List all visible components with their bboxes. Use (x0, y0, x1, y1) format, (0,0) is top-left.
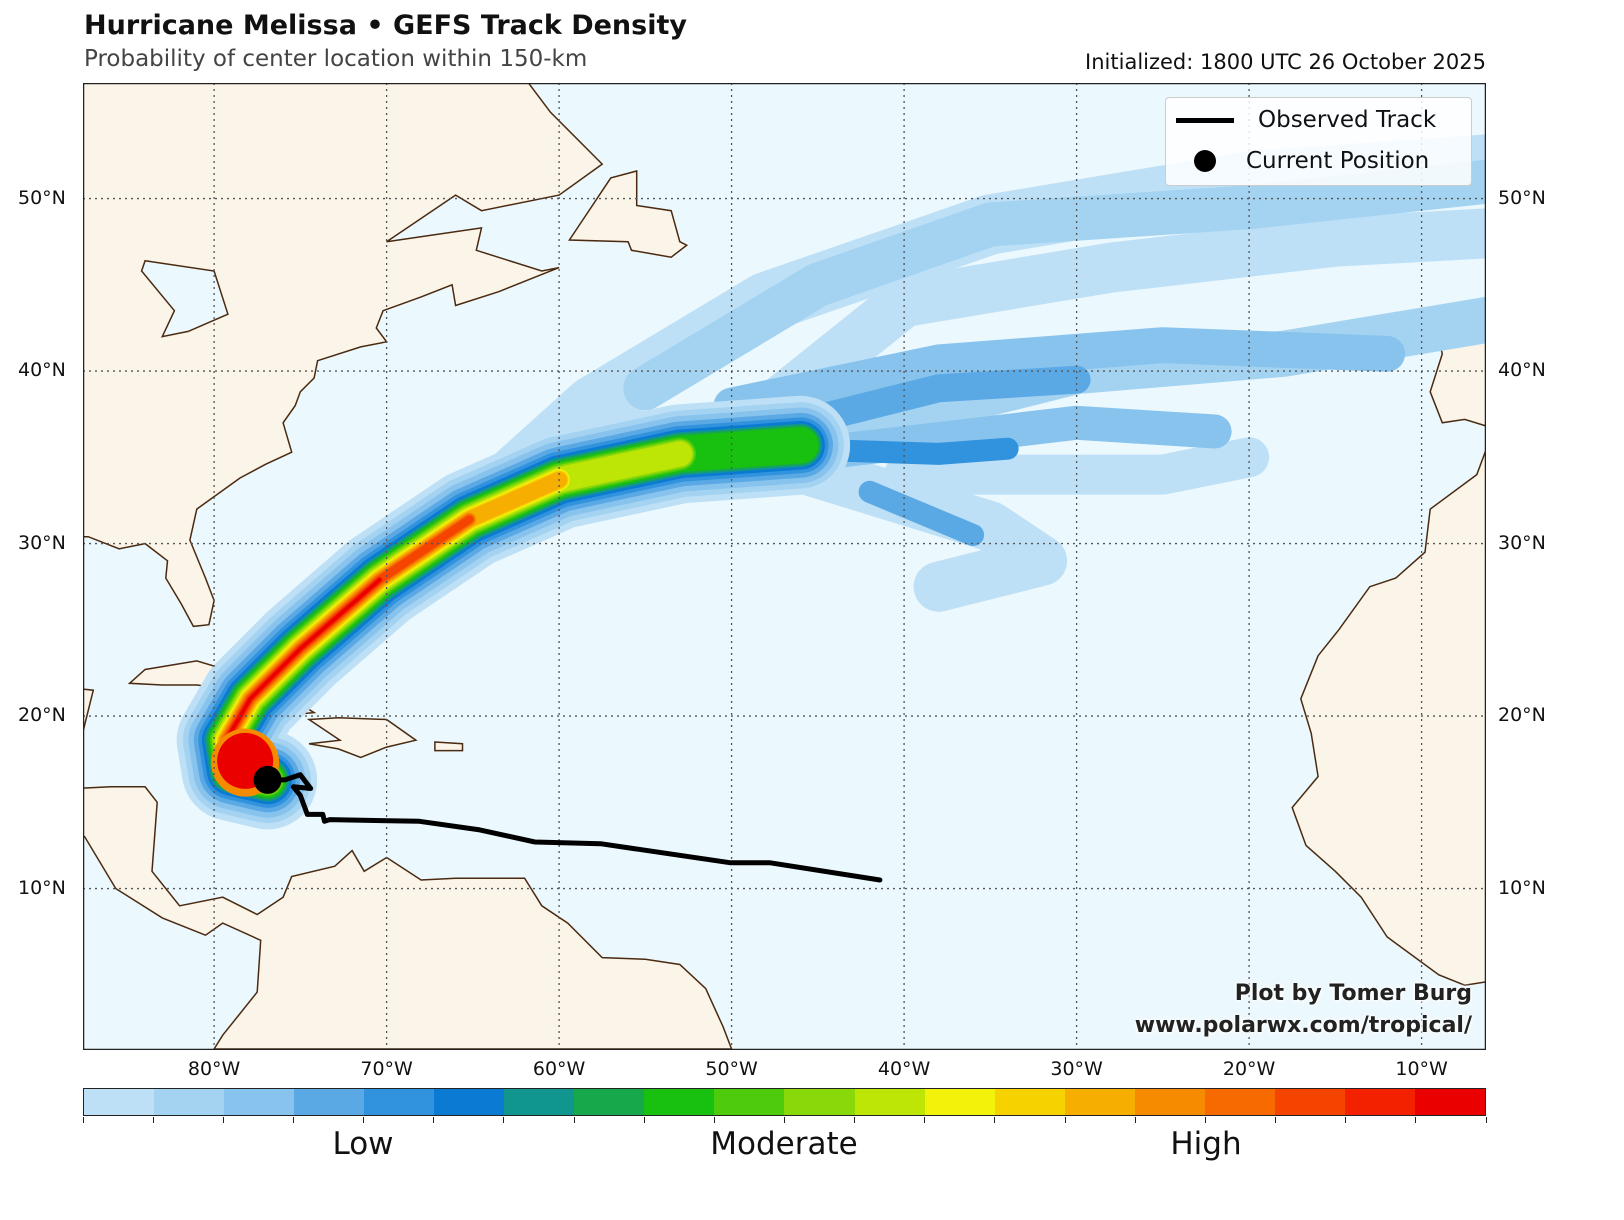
colorbar-tick (1204, 1117, 1206, 1123)
colorbar-tick (573, 1117, 575, 1123)
colorbar-label-high: High (1170, 1126, 1242, 1162)
colorbar-label-moderate: Moderate (710, 1126, 858, 1162)
colorbar-segment (1064, 1089, 1135, 1115)
legend: Observed Track Current Position (1165, 97, 1472, 186)
colorbar-segment (644, 1089, 715, 1115)
colorbar-segment (434, 1089, 505, 1115)
lat-tick-label-right: 10°N (1498, 876, 1546, 899)
colorbar-tick (433, 1117, 435, 1123)
density-plume-level-2 (713, 327, 1406, 424)
lat-tick-label-right: 50°N (1498, 186, 1546, 209)
colorbar-tick (924, 1117, 926, 1123)
hispaniola-landmass (306, 717, 418, 759)
colorbar (83, 1088, 1486, 1116)
colorbar-tick (1485, 1117, 1487, 1123)
colorbar-tick (503, 1117, 505, 1123)
yucatan-landmass (83, 688, 95, 736)
gridlines (83, 83, 1486, 1050)
credit-author: Plot by Tomer Burg (1234, 981, 1472, 1006)
lat-tick-label-left: 50°N (18, 186, 66, 209)
lat-tick-label-right: 30°N (1498, 531, 1546, 554)
lat-tick-label-left: 20°N (18, 704, 66, 727)
map-frame (83, 83, 1486, 1050)
credit-url: www.polarwx.com/tropical/ (1134, 1013, 1472, 1038)
lon-tick-label: 20°W (1222, 1058, 1276, 1080)
lon-tick-label: 60°W (532, 1058, 586, 1080)
lon-tick-label: 50°W (705, 1058, 758, 1080)
lat-tick-label-left: 40°N (18, 359, 66, 382)
colorbar-segment (1274, 1089, 1345, 1115)
colorbar-tick (363, 1117, 365, 1123)
colorbar-segment (854, 1089, 925, 1115)
position-dot-icon (1194, 150, 1216, 172)
colorbar-segment (1134, 1089, 1205, 1115)
lon-tick-label: 70°W (360, 1058, 413, 1080)
africa-landmass (1291, 447, 1486, 986)
lon-tick-label: 10°W (1395, 1058, 1448, 1080)
great-lakes (140, 259, 229, 338)
colorbar-tick (643, 1117, 645, 1123)
colorbar-segment (1344, 1089, 1415, 1115)
initialized-time: Initialized: 1800 UTC 26 October 2025 (1085, 50, 1486, 74)
density-plume-level-0 (706, 208, 1486, 466)
density-layer (176, 134, 1486, 830)
colorbar-tick (713, 1117, 715, 1123)
north-america-landmass (83, 83, 604, 628)
chart-title: Hurricane Melissa • GEFS Track Density (84, 10, 687, 41)
density-plume-level-1 (623, 159, 1486, 411)
colorbar-segment (1414, 1089, 1485, 1115)
central-south-america-landmass (83, 786, 733, 1050)
colorbar-segment (784, 1089, 855, 1115)
track-line-icon (1176, 117, 1234, 123)
colorbar-tick (1275, 1117, 1277, 1123)
observed-track-layer (253, 765, 883, 883)
chart-subtitle: Probability of center location within 15… (84, 46, 588, 72)
colorbar-segment (994, 1089, 1065, 1115)
colorbar-tick (1134, 1117, 1136, 1123)
colorbar-segment (364, 1089, 435, 1115)
colorbar-tick (994, 1117, 996, 1123)
colorbar-label-low: Low (332, 1126, 394, 1162)
legend-current-position: Current Position (1166, 143, 1429, 179)
colorbar-segment (224, 1089, 295, 1115)
colorbar-tick (784, 1117, 785, 1123)
colorbar-segment (504, 1089, 575, 1115)
newfoundland-landmass (568, 170, 689, 258)
colorbar-segment (1204, 1089, 1275, 1115)
colorbar-segment (294, 1089, 365, 1115)
lat-tick-label-right: 40°N (1498, 359, 1546, 382)
lon-tick-label: 40°W (877, 1058, 931, 1080)
colorbar-segment (154, 1089, 225, 1115)
lon-tick-label: 80°W (187, 1058, 241, 1080)
colorbar-tick (1415, 1117, 1417, 1123)
lat-tick-label-left: 30°N (18, 531, 66, 554)
current-position-marker (253, 765, 282, 794)
track-density-map (83, 83, 1486, 1050)
colorbar-tick (854, 1117, 856, 1123)
colorbar-tick (292, 1117, 294, 1123)
legend-current-position-label: Current Position (1246, 148, 1430, 174)
puerto-rico-landmass (434, 741, 464, 752)
colorbar-segment (574, 1089, 645, 1115)
colorbar-tick (222, 1117, 224, 1123)
lon-tick-label: 30°W (1050, 1058, 1103, 1080)
land-layer (83, 83, 1486, 1050)
observed-track (265, 772, 883, 883)
colorbar-tick (152, 1117, 154, 1123)
colorbar-tick (1064, 1117, 1066, 1123)
legend-observed-track: Observed Track (1166, 102, 1436, 138)
lat-tick-label-right: 20°N (1498, 704, 1546, 727)
density-plume-level-3 (858, 480, 985, 546)
colorbar-segment (924, 1089, 995, 1115)
density-plume-level-0 (884, 437, 1270, 495)
colorbar-tick (1345, 1117, 1347, 1123)
legend-observed-track-label: Observed Track (1258, 107, 1437, 133)
colorbar-tick (82, 1117, 84, 1123)
colorbar-segment (84, 1089, 155, 1115)
colorbar-segment (714, 1089, 785, 1115)
lat-tick-label-left: 10°N (18, 876, 66, 899)
